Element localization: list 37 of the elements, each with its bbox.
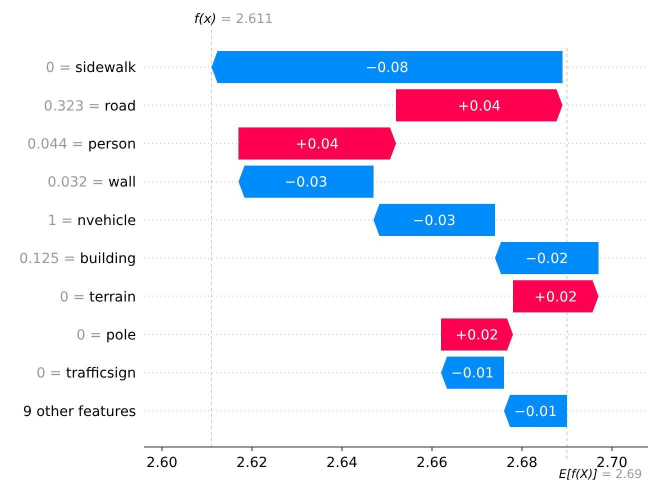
data-label: −0.01 [451, 366, 494, 382]
bar [441, 318, 513, 351]
bar [212, 51, 562, 84]
data-label: +0.04 [296, 136, 339, 152]
bar [374, 204, 495, 236]
ref-line-label: f(x) = 2.611 [194, 12, 273, 27]
bar [441, 356, 504, 389]
x-tick-label: 2.64 [326, 455, 358, 471]
data-label: −0.03 [412, 212, 456, 229]
y-tick-label: 0 = terrain [60, 289, 136, 306]
y-tick-label: 1 = nvehicle [48, 212, 136, 229]
y-tick-label: 0.044 = person [27, 136, 136, 152]
y-tick-label: 0 = sidewalk [46, 60, 137, 76]
bar [396, 89, 562, 122]
x-tick-label: 2.68 [506, 455, 538, 471]
y-tick-label: 0.323 = road [44, 98, 136, 114]
y-tick-label: 0 = pole [76, 328, 136, 344]
y-tick-label: 0.125 = building [19, 251, 136, 268]
x-tick-label: 2.66 [416, 455, 448, 471]
x-tick-label: 2.60 [146, 455, 178, 471]
data-label: +0.04 [458, 98, 501, 114]
bar [238, 166, 374, 198]
bar [495, 242, 598, 274]
y-tick-label: 9 other features [23, 404, 136, 420]
data-label: +0.02 [534, 289, 578, 306]
data-label: −0.08 [366, 60, 408, 76]
y-tick-label: 0.032 = wall [47, 174, 136, 191]
x-tick-label: 2.62 [236, 455, 268, 471]
y-tick-label: 0 = trafficsign [36, 366, 136, 382]
data-label: −0.02 [525, 251, 568, 268]
data-label: −0.03 [284, 174, 328, 191]
bar [504, 394, 567, 427]
ref-line-label: E[f(X)] = 2.69 [558, 467, 642, 481]
data-label: −0.01 [514, 404, 557, 420]
data-label: +0.02 [456, 328, 498, 344]
bar [238, 127, 396, 160]
bar [513, 280, 598, 312]
